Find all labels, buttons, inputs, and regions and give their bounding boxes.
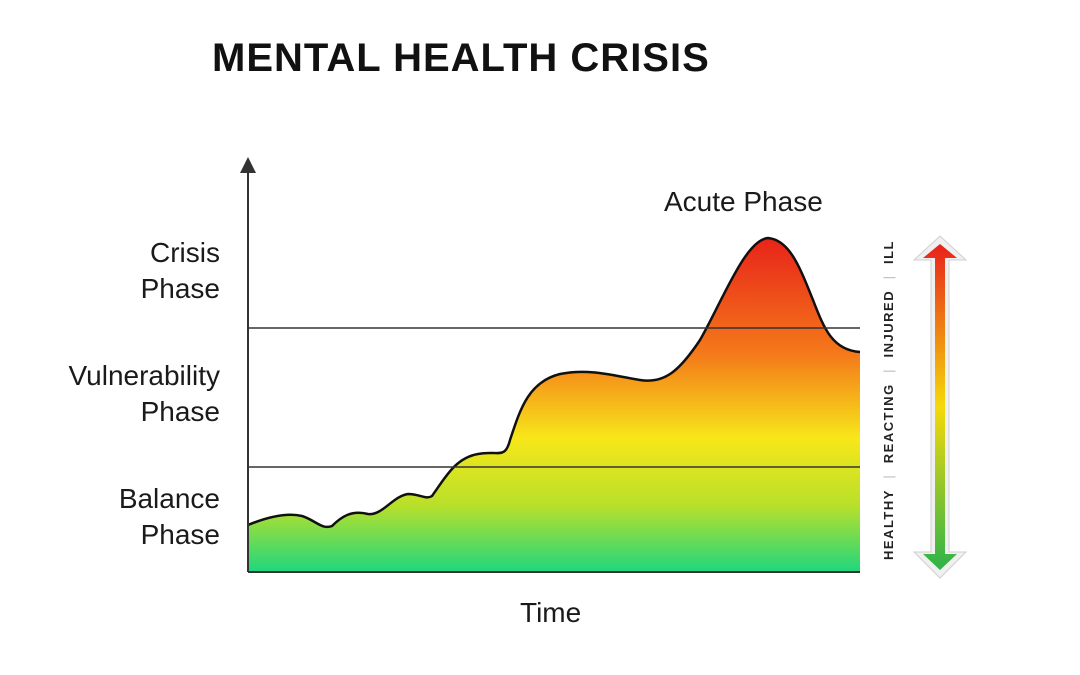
scale-label-ill: ILL	[880, 240, 896, 265]
balance-phase-label: Balance Phase	[118, 483, 220, 550]
curve-line	[247, 236, 861, 529]
scale-separator: |	[880, 274, 896, 280]
scale-separator: |	[880, 367, 896, 373]
curve-fill	[248, 238, 860, 572]
crisis-phase-label: Crisis Phase	[140, 237, 220, 304]
x-axis-label: Time	[520, 597, 582, 628]
scale-label-injured: INJURED	[880, 289, 896, 358]
scale-separator: |	[880, 473, 896, 479]
acute-phase-label: Acute Phase	[664, 186, 823, 217]
y-axis-arrow-icon	[240, 157, 256, 173]
scale-label-reacting: REACTING	[880, 383, 896, 464]
vulnerability-phase-label: Vulnerability Phase	[68, 360, 220, 427]
severity-arrow-icon	[912, 235, 968, 579]
severity-scale-labels: HEALTHY | REACTING | INJURED | ILL	[873, 240, 903, 560]
page-title: MENTAL HEALTH CRISIS	[212, 36, 710, 80]
scale-label-healthy: HEALTHY	[880, 489, 896, 560]
